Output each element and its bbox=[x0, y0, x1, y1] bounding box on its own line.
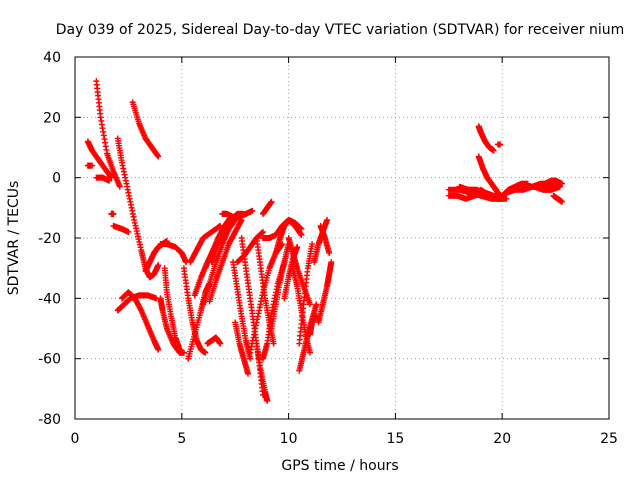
data-point bbox=[155, 262, 162, 269]
series-arc-47 bbox=[445, 189, 486, 202]
series-arc-51 bbox=[494, 141, 504, 148]
y-tick-label: -60 bbox=[38, 352, 61, 368]
data-point bbox=[249, 207, 256, 214]
series-arc-22 bbox=[200, 216, 239, 308]
chart-title: Day 039 of 2025, Sidereal Day-to-day VTE… bbox=[56, 22, 625, 38]
data-point bbox=[89, 162, 96, 169]
series-arc-35 bbox=[268, 241, 292, 332]
series-arc-11 bbox=[114, 292, 160, 314]
y-axis-title: SDTVAR / TECUs bbox=[6, 181, 22, 296]
series-arc-13 bbox=[161, 265, 185, 356]
series-arc-10 bbox=[157, 241, 190, 266]
data-point bbox=[503, 195, 510, 202]
data-point bbox=[298, 231, 305, 238]
series-arc-01 bbox=[93, 78, 123, 190]
data-point bbox=[155, 153, 162, 160]
data-point bbox=[259, 228, 266, 235]
series-arc-30 bbox=[253, 340, 271, 404]
data-point bbox=[294, 244, 301, 251]
series-arc-03 bbox=[84, 162, 96, 169]
series-arc-04 bbox=[93, 174, 113, 184]
y-tick-label: -80 bbox=[38, 412, 61, 428]
data-point bbox=[108, 174, 115, 181]
series-arc-36 bbox=[272, 216, 305, 257]
series-arc-50 bbox=[475, 153, 504, 199]
axis-ticks: 0 5 10 15 20 25 -80 -60 -40 -20 0 20 40 bbox=[38, 50, 618, 447]
data-point bbox=[264, 397, 271, 404]
series-arc-14 bbox=[157, 295, 187, 356]
grid-lines bbox=[75, 57, 609, 419]
data-point bbox=[306, 301, 313, 308]
y-tick-label: -40 bbox=[38, 291, 61, 307]
x-tick-label: 15 bbox=[386, 431, 404, 447]
series-arc-02 bbox=[84, 138, 115, 181]
data-point bbox=[298, 225, 305, 232]
data-point bbox=[180, 349, 187, 356]
x-tick-label: 0 bbox=[71, 431, 80, 447]
series-arc-44 bbox=[317, 222, 333, 257]
series-arc-24 bbox=[219, 207, 256, 220]
series-arc-20 bbox=[206, 216, 245, 305]
y-tick-label: 40 bbox=[43, 50, 61, 66]
data-points bbox=[84, 78, 566, 404]
series-arc-17 bbox=[187, 222, 224, 266]
series-arc-26 bbox=[232, 319, 252, 377]
series-arc-09 bbox=[142, 238, 170, 275]
data-point bbox=[247, 355, 254, 362]
series-arc-52 bbox=[477, 186, 510, 202]
y-tick-label: -20 bbox=[38, 231, 61, 247]
data-point bbox=[559, 180, 566, 187]
data-point bbox=[116, 183, 123, 190]
x-tick-label: 25 bbox=[600, 431, 618, 447]
data-point bbox=[306, 349, 313, 356]
series-arc-05 bbox=[108, 210, 117, 217]
data-point bbox=[268, 198, 275, 205]
data-point bbox=[497, 141, 504, 148]
series-arc-12 bbox=[118, 289, 162, 353]
series-arc-57 bbox=[541, 177, 566, 187]
series-arc-49 bbox=[475, 123, 497, 154]
data-point bbox=[313, 301, 320, 308]
series-arc-58 bbox=[550, 192, 566, 205]
data-point bbox=[309, 241, 316, 248]
x-axis-title: GPS time / hours bbox=[281, 458, 398, 474]
data-point bbox=[155, 346, 162, 353]
data-point bbox=[326, 250, 333, 257]
series-arc-32 bbox=[253, 235, 277, 347]
data-point bbox=[110, 210, 117, 217]
data-point bbox=[324, 216, 331, 223]
series-arc-06 bbox=[110, 222, 132, 235]
series-arc-41 bbox=[296, 241, 316, 347]
x-tick-label: 10 bbox=[280, 431, 298, 447]
series-arc-31 bbox=[259, 198, 275, 217]
data-point bbox=[328, 259, 335, 266]
y-tick-label: 0 bbox=[52, 171, 61, 187]
x-tick-label: 5 bbox=[177, 431, 186, 447]
data-point bbox=[125, 228, 132, 235]
data-point bbox=[490, 147, 497, 154]
data-point bbox=[217, 340, 224, 347]
data-point bbox=[270, 340, 277, 347]
data-point bbox=[559, 198, 566, 205]
series-arc-07 bbox=[129, 99, 162, 160]
x-tick-label: 20 bbox=[493, 431, 511, 447]
y-tick-label: 20 bbox=[43, 110, 61, 126]
data-point bbox=[106, 177, 113, 184]
series-arc-45 bbox=[315, 259, 335, 326]
series-arc-23 bbox=[204, 334, 224, 347]
data-point bbox=[245, 370, 252, 377]
data-point bbox=[202, 349, 209, 356]
